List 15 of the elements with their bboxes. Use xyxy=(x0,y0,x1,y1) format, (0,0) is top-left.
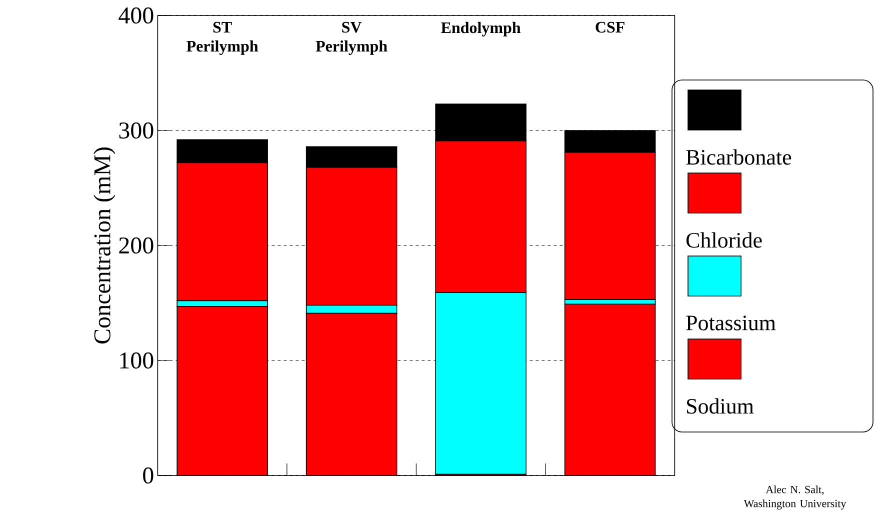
y-axis-title: Concentration (mM) xyxy=(94,148,116,344)
y-tick-label: 0 xyxy=(143,467,154,484)
legend-label: Chloride xyxy=(686,232,762,248)
x-tick-label: ST Perilymph xyxy=(186,22,258,55)
x-tick-label: Endolymph xyxy=(441,22,521,36)
y-tick-label: 400 xyxy=(118,7,154,24)
legend-label: Bicarbonate xyxy=(686,149,792,165)
x-tick-label: SV Perilymph xyxy=(316,22,388,55)
text: Alec N. Salt, Washington University xyxy=(744,486,846,510)
y-tick-label: 300 xyxy=(119,122,154,139)
legend-label: Sodium xyxy=(687,398,754,414)
y-tick-label: 200 xyxy=(119,237,154,254)
y-tick-label: 100 xyxy=(120,352,154,369)
legend-label: Potassium xyxy=(686,316,776,330)
x-tick-label: CSF xyxy=(596,22,624,33)
